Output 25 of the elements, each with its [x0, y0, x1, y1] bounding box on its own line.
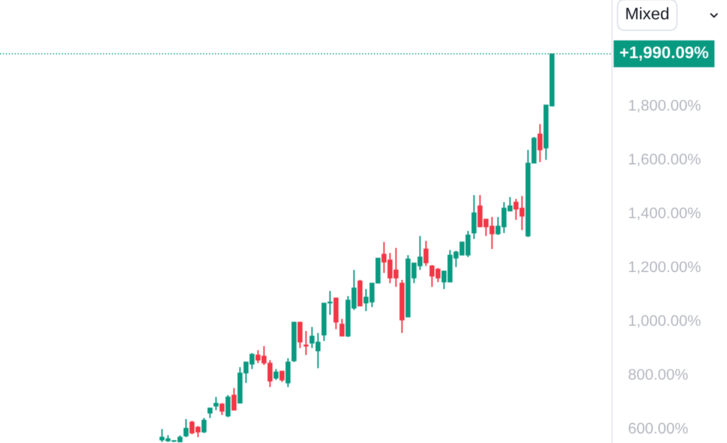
candlestick: [340, 318, 344, 337]
y-tick-label: 1,600.00%: [629, 154, 700, 166]
ref-line-label: +1,990.09%: [620, 46, 708, 61]
candlestick: [472, 194, 476, 240]
candlestick: [208, 407, 212, 419]
candlestick: [214, 396, 218, 411]
y-tick-label: 1,200.00%: [629, 261, 700, 274]
candlestick: [424, 240, 428, 267]
candlestick: [226, 394, 230, 418]
candlestick: [184, 418, 188, 438]
candlestick: [232, 387, 236, 411]
y-tick-label: 800.00%: [628, 368, 688, 380]
candlestick: [304, 330, 308, 356]
y-tick-label: 1,400.00%: [629, 207, 700, 220]
candlestick: [202, 417, 206, 434]
y-tick-label: 1,000.00%: [629, 315, 700, 328]
candlestick: [538, 123, 542, 163]
candlestick: [220, 402, 224, 416]
y-tick-label: 600.00%: [628, 422, 688, 434]
candlestick: [286, 358, 290, 388]
text: Mixed: [626, 7, 668, 20]
candlestick: [280, 370, 284, 383]
y-tick-label: 1,800.00%: [629, 100, 700, 112]
candlestick: [298, 321, 302, 349]
candlestick: [274, 368, 278, 381]
